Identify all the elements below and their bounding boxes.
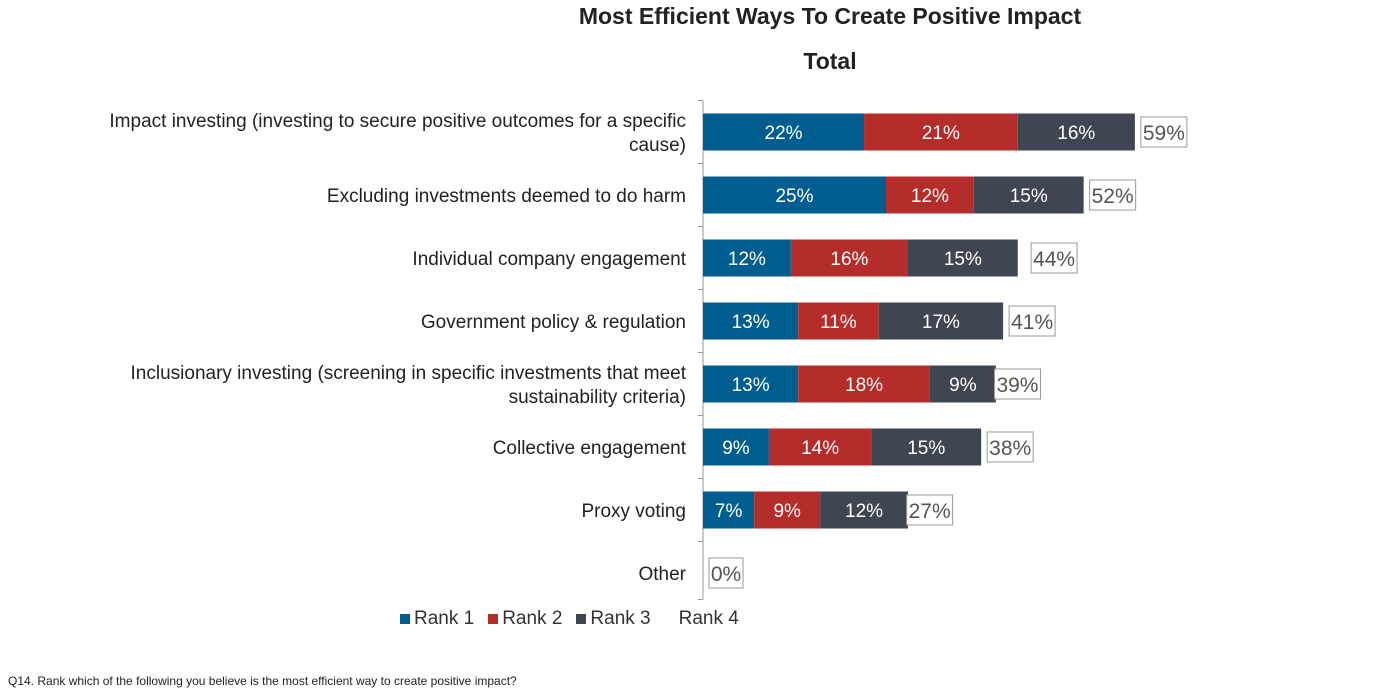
data-label: 16% [830,249,868,270]
total-label: 27% [909,500,951,523]
footnote: Q14. Rank which of the following you bel… [8,674,517,688]
legend-label: Rank 2 [502,608,563,629]
legend-item: Rank 4 [664,608,739,630]
data-label: 12% [911,186,949,207]
data-label: 16% [1057,123,1095,144]
data-label: 14% [801,438,839,459]
bar-segment-rank-3 [871,428,982,466]
category-label: cause) [629,135,686,156]
category-label: Other [638,564,686,585]
legend-swatch [576,614,587,624]
data-label: 13% [732,375,770,396]
legend-label: Rank 1 [414,608,475,629]
bar-segment-rank-3 [1017,113,1135,151]
bar-segment-rank-3 [929,365,996,403]
category-label: Proxy voting [581,501,686,522]
data-label: 9% [949,375,977,396]
chart-title: Most Efficient Ways To Create Positive I… [578,3,1082,29]
category-label: Collective engagement [493,438,687,459]
bar-segment-rank-3 [878,302,1004,340]
category-label: Individual company engagement [412,249,686,270]
data-label: 18% [845,375,883,396]
data-label: 15% [1010,186,1048,207]
data-label: 11% [820,312,857,333]
total-label: 44% [1033,248,1075,271]
chart-subtitle: Total [803,48,857,74]
bar-segment-rank-3 [820,491,908,529]
bar-segment-rank-1 [703,239,791,277]
category-label: Impact investing (investing to secure po… [109,111,686,132]
legend-label: Rank 3 [590,608,651,629]
total-label-box [708,557,744,589]
legend-item: Rank 1 [400,608,474,630]
total-label: 0% [711,563,741,586]
legend-swatch [488,614,499,624]
category-label: Government policy & regulation [421,312,686,333]
bar-segment-rank-2 [768,428,872,466]
data-label: 7% [715,501,743,522]
bar-segment-rank-2 [798,302,879,340]
legend-item: Rank 3 [576,608,651,630]
legend-item: Rank 2 [488,608,562,630]
bar-segment-rank-1 [703,302,799,340]
bar-segment-rank-1 [703,176,886,214]
bar-segment-rank-1 [703,113,865,151]
legend-swatch [400,614,410,624]
total-label: 38% [989,437,1031,460]
legend-swatch [664,614,675,624]
total-label-box [1140,116,1188,148]
data-label: 15% [907,438,945,459]
total-label-box [993,368,1041,400]
total-label-box [1089,179,1137,211]
legend: Rank 1 Rank 2 Rank 3 Rank 4 [400,608,753,630]
category-label: Inclusionary investing (screening in spe… [131,363,687,384]
total-label-box [1008,305,1056,337]
total-label: 52% [1092,185,1134,208]
bar-segment-rank-3 [973,176,1084,214]
bar-segment-rank-2 [886,176,974,214]
total-label-box [986,431,1034,463]
legend-label: Rank 4 [678,608,739,629]
bar-segment-rank-2 [754,491,821,529]
total-label: 59% [1143,122,1185,145]
total-label: 41% [1011,311,1053,334]
total-label-box [1030,242,1078,274]
bar-segment-rank-1 [703,491,755,529]
data-label: 25% [775,186,813,207]
data-label: 12% [845,501,883,522]
bar-segment-rank-2 [798,365,930,403]
data-label: 9% [773,501,801,522]
data-label: 13% [732,312,770,333]
total-label-box [906,494,954,526]
category-label: Excluding investments deemed to do harm [327,186,686,207]
data-label: 12% [728,249,766,270]
bar-segment-rank-2 [864,113,1018,151]
data-label: 21% [922,123,960,144]
data-label: 22% [765,123,803,144]
data-label: 15% [944,249,982,270]
total-label: 39% [996,374,1038,397]
category-label: sustainability criteria) [509,387,686,408]
data-label: 9% [722,438,750,459]
bar-segment-rank-3 [907,239,1018,277]
bar-segment-rank-1 [703,365,799,403]
bar-segment-rank-2 [790,239,908,277]
data-label: 17% [922,312,960,333]
bar-segment-rank-1 [703,428,769,466]
